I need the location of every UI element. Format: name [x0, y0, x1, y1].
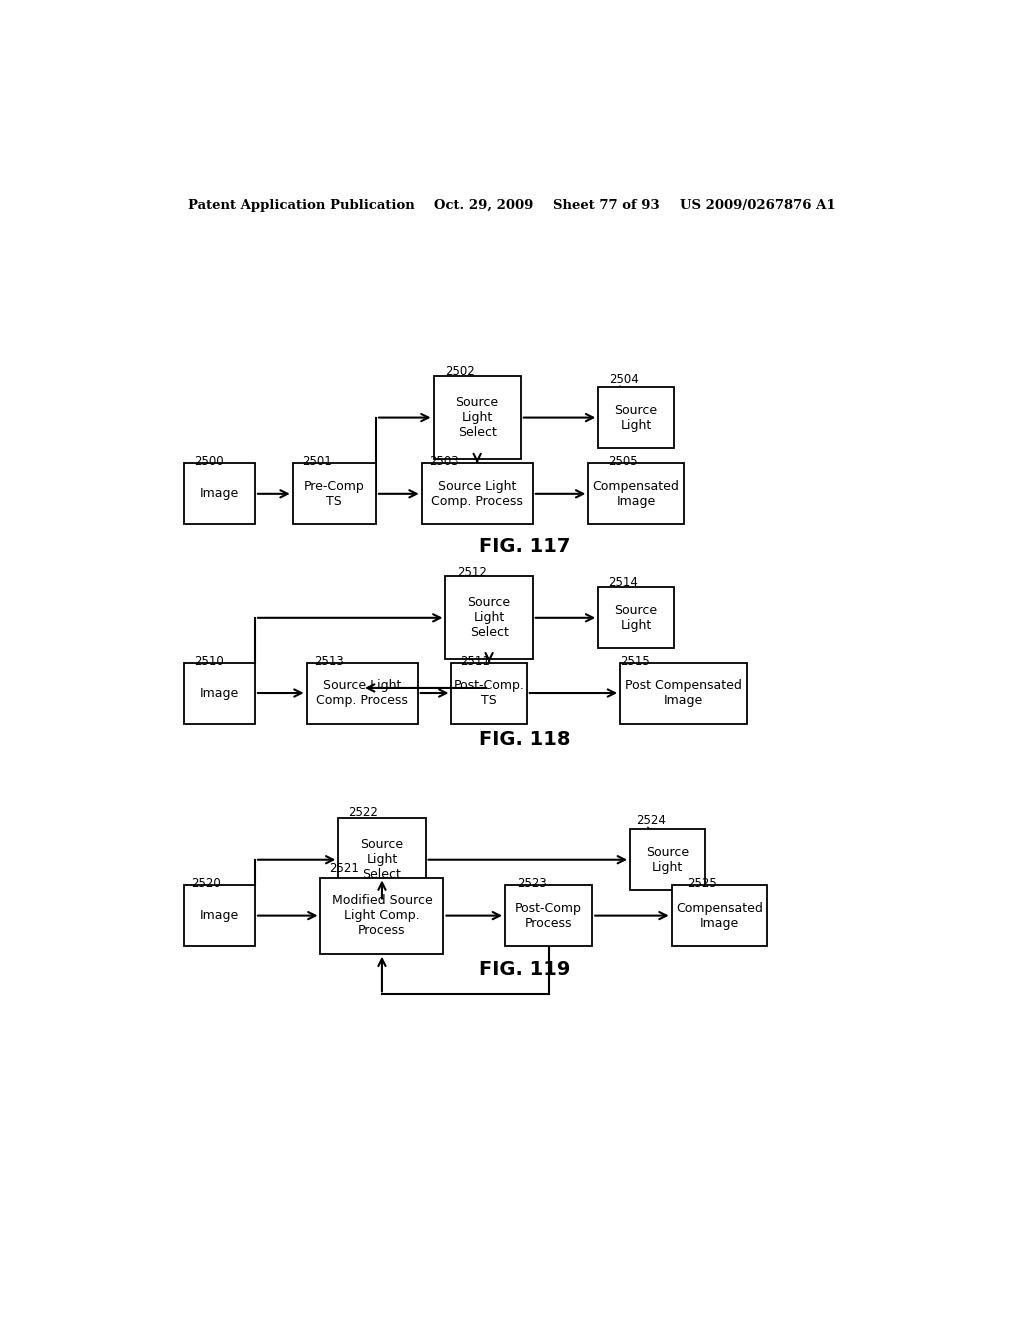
Text: 2520: 2520	[191, 878, 221, 890]
Text: Post-Comp.
TS: Post-Comp. TS	[454, 678, 524, 708]
Text: Source
Light
Select: Source Light Select	[456, 396, 499, 440]
Text: Source
Light: Source Light	[646, 846, 689, 874]
Text: Post-Comp
Process: Post-Comp Process	[515, 902, 582, 929]
Text: FIG. 119: FIG. 119	[479, 960, 570, 979]
Text: 2502: 2502	[445, 364, 475, 378]
Text: US 2009/0267876 A1: US 2009/0267876 A1	[680, 198, 836, 211]
Text: Sheet 77 of 93: Sheet 77 of 93	[553, 198, 659, 211]
Text: 2514: 2514	[608, 577, 638, 589]
Text: Compensated
Image: Compensated Image	[593, 479, 679, 508]
Text: Source
Light
Select: Source Light Select	[360, 838, 403, 882]
Bar	[620, 663, 746, 723]
Bar	[672, 886, 767, 946]
Text: 2503: 2503	[430, 455, 459, 469]
Text: Image: Image	[200, 909, 239, 923]
Text: Source
Light: Source Light	[614, 603, 657, 632]
Text: 2523: 2523	[517, 878, 547, 890]
Text: 2500: 2500	[194, 455, 223, 469]
Text: 2504: 2504	[609, 374, 639, 385]
Text: Pre-Comp
TS: Pre-Comp TS	[304, 479, 365, 508]
Text: Image: Image	[200, 487, 239, 500]
Bar	[422, 463, 532, 524]
Text: Modified Source
Light Comp.
Process: Modified Source Light Comp. Process	[332, 894, 432, 937]
Bar	[598, 387, 674, 447]
Bar	[505, 886, 592, 946]
Text: 2510: 2510	[194, 655, 223, 668]
Text: 2512: 2512	[458, 566, 487, 579]
Text: Source Light
Comp. Process: Source Light Comp. Process	[431, 479, 523, 508]
Bar	[433, 376, 521, 459]
Text: 2524: 2524	[636, 814, 666, 828]
Bar	[321, 878, 443, 954]
Text: FIG. 118: FIG. 118	[479, 730, 570, 750]
Text: 2501: 2501	[303, 455, 333, 469]
Text: Image: Image	[200, 686, 239, 700]
Text: Source
Light: Source Light	[614, 404, 657, 432]
Text: Post Compensated
Image: Post Compensated Image	[625, 678, 742, 708]
Bar	[452, 663, 526, 723]
Text: Patent Application Publication: Patent Application Publication	[187, 198, 415, 211]
Bar	[183, 463, 255, 524]
Bar	[183, 663, 255, 723]
Bar	[598, 587, 674, 648]
Text: Source Light
Comp. Process: Source Light Comp. Process	[316, 678, 408, 708]
Bar	[630, 829, 706, 890]
Bar	[293, 463, 376, 524]
Text: 2505: 2505	[608, 455, 638, 469]
Bar	[183, 886, 255, 946]
Text: Oct. 29, 2009: Oct. 29, 2009	[433, 198, 532, 211]
Bar	[306, 663, 418, 723]
Text: 2511: 2511	[460, 655, 489, 668]
Text: 2525: 2525	[687, 878, 717, 890]
Bar	[445, 576, 532, 660]
Text: 2522: 2522	[348, 807, 379, 818]
Text: Source
Light
Select: Source Light Select	[468, 597, 511, 639]
Text: 2515: 2515	[620, 655, 650, 668]
Text: 2521: 2521	[329, 862, 358, 875]
Text: Compensated
Image: Compensated Image	[676, 902, 763, 929]
Text: 2513: 2513	[314, 655, 344, 668]
Bar	[588, 463, 684, 524]
Bar	[338, 818, 426, 902]
Text: FIG. 117: FIG. 117	[479, 537, 570, 556]
